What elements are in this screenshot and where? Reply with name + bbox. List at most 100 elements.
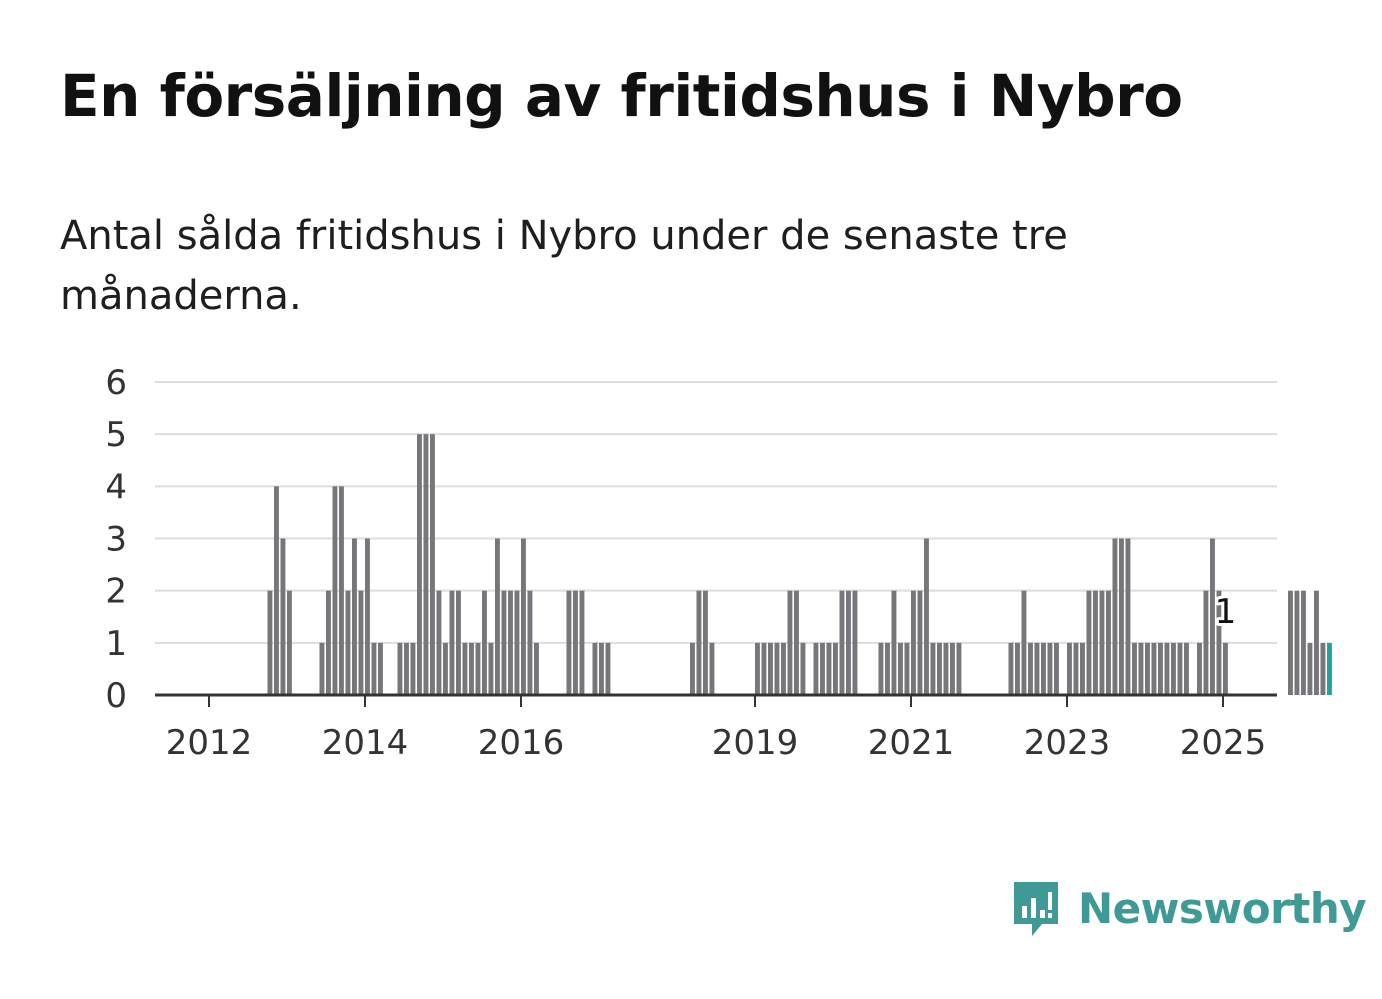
bar (1041, 642, 1046, 695)
bar (274, 486, 279, 695)
bar (852, 590, 858, 695)
bar (1197, 642, 1202, 695)
bar (1223, 642, 1228, 695)
bar (826, 642, 832, 695)
chart-title: En försäljning av fritidshus i Nybro (60, 62, 1183, 130)
x-tick-label: 2019 (712, 723, 799, 763)
bar (410, 642, 416, 695)
bar (703, 590, 708, 695)
data-label: 1 (1215, 592, 1237, 632)
bar (950, 642, 955, 695)
bar (599, 642, 604, 695)
bar (839, 590, 845, 695)
bar (371, 642, 377, 695)
bar (1184, 642, 1189, 695)
bar (469, 642, 474, 695)
bar (885, 642, 890, 695)
bar (709, 642, 715, 695)
bar (534, 642, 539, 695)
newsworthy-logo-text: Newsworthy (1078, 883, 1367, 933)
bar (326, 590, 331, 695)
bar (365, 538, 370, 695)
bar (352, 538, 357, 695)
bar (937, 642, 942, 695)
y-tick-label: 4 (105, 467, 127, 507)
bar (1125, 538, 1131, 695)
bar (1086, 590, 1092, 695)
bar (397, 642, 403, 695)
bar (878, 642, 884, 695)
bar (1158, 642, 1163, 695)
bar (1314, 590, 1319, 695)
y-tick-label: 5 (105, 415, 127, 455)
bar (1093, 590, 1098, 695)
bar (917, 590, 923, 695)
bar (1106, 590, 1111, 695)
bar (287, 590, 292, 695)
bar (1307, 642, 1313, 695)
y-tick-label: 2 (105, 572, 127, 612)
bar (495, 538, 500, 695)
bar (345, 590, 351, 695)
y-tick-label: 3 (105, 520, 127, 560)
bar (768, 642, 773, 695)
bar (1067, 642, 1072, 695)
bar (358, 590, 364, 695)
bar (378, 642, 383, 695)
bar (404, 642, 409, 695)
x-tick-label: 2014 (322, 723, 409, 763)
bar (1047, 642, 1053, 695)
bar (794, 590, 799, 695)
bar (592, 642, 598, 695)
x-tick-label: 2012 (166, 723, 253, 763)
bar (1054, 642, 1059, 695)
bar-highlighted (1327, 642, 1332, 695)
bar (1151, 642, 1157, 695)
bar (761, 642, 767, 695)
bar (1034, 642, 1040, 695)
bar (1145, 642, 1150, 695)
bar (319, 642, 325, 695)
bar (904, 642, 910, 695)
bar (449, 590, 455, 695)
bar (898, 642, 903, 695)
bar (488, 642, 494, 695)
x-tick-label: 2016 (478, 723, 565, 763)
bar (1288, 590, 1293, 695)
newsworthy-logo-icon (1014, 882, 1058, 936)
bar (280, 538, 286, 695)
bar (1028, 642, 1033, 695)
bar (267, 590, 273, 695)
bar (1177, 642, 1183, 695)
bar (1294, 590, 1300, 695)
bar (833, 642, 838, 695)
bar (521, 538, 526, 695)
bar (1138, 642, 1144, 695)
bar (787, 590, 793, 695)
bar (911, 590, 916, 695)
bar (605, 642, 611, 695)
newsworthy-logo: Newsworthy (1010, 878, 1367, 938)
bar (566, 590, 572, 695)
bar (430, 434, 435, 695)
bar (1008, 642, 1014, 695)
y-tick-label: 6 (105, 363, 127, 403)
bar (1320, 642, 1326, 695)
bar (339, 486, 344, 695)
bar (690, 642, 695, 695)
y-tick-label: 0 (105, 676, 127, 716)
bar (781, 642, 786, 695)
bar (755, 642, 760, 695)
chart-subtitle: Antal sålda fritidshus i Nybro under de … (60, 213, 1068, 319)
bar (1132, 642, 1137, 695)
bar (924, 538, 929, 695)
bar-chart: 0 1 2 3 4 5 6 2012 2014 2016 2019 2021 2023 2025 1 (105, 363, 1332, 763)
bar (820, 642, 825, 695)
bar (696, 590, 702, 695)
bar (1164, 642, 1170, 695)
bar (813, 642, 819, 695)
bar (1203, 590, 1209, 695)
y-tick-label: 1 (105, 624, 127, 664)
bar (1112, 538, 1118, 695)
x-tick-label: 2023 (1024, 723, 1111, 763)
